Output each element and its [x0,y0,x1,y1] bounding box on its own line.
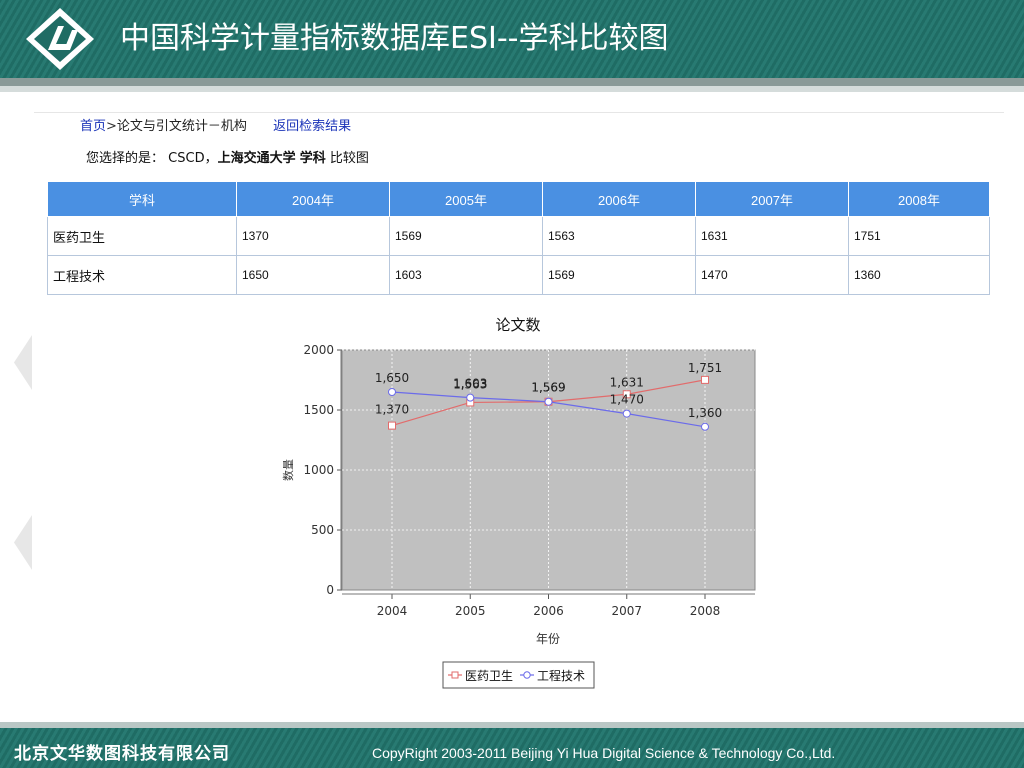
company-name: 北京文华数图科技有限公司 [14,744,230,764]
legend-marker-square-icon [451,671,459,679]
selection-institution: 上海交通大学 [217,151,296,166]
x-tick-label: 2005 [455,604,486,618]
selection-comma: ， [204,151,218,166]
footer-bar [0,728,1024,768]
table-cell: 1569 [389,216,543,256]
y-tick-label: 2000 [303,343,334,357]
y-tick-label: 0 [326,583,334,597]
legend-label-series-2: 工程技术 [537,668,585,683]
selection-summary: 您选择的是： CSCD，上海交通大学 学科 比较图 [86,147,369,166]
table-cell: 1751 [848,216,990,256]
data-point-square [622,390,631,399]
comparison-table: 学科 2004年 2005年 2006年 2007年 2008年 医药卫生 13… [47,181,990,295]
table-header-cell: 2007年 [695,181,849,217]
line-chart: 论文数 0 500 1000 1500 2000 2004 2005 2006 2007 2008… [282,316,756,689]
data-label: 1,370 [375,403,409,417]
table-row: 医药卫生 1370 1569 1563 1631 1751 [47,216,990,256]
x-axis-label: 年份 [536,632,560,646]
data-point-circle [544,397,553,406]
footer-divider [0,722,1024,728]
breadcrumb-home-link[interactable]: 首页 [80,119,107,134]
selection-suffix: 比较图 [329,151,369,166]
table-header-row: 学科 2004年 2005年 2006年 2007年 2008年 [47,181,990,217]
legend: 医药卫生 工程技术 [442,661,595,689]
data-label: 1,563 [453,377,487,391]
table-cell: 1569 [542,255,696,295]
table-row: 工程技术 1650 1603 1569 1470 1360 [47,255,990,295]
header-divider [0,78,1024,86]
table-row-subject: 医药卫生 [47,216,237,256]
data-point-circle [388,388,396,396]
breadcrumb-separator: > [106,119,117,134]
table-cell: 1603 [389,255,543,295]
breadcrumb-current: 论文与引文统计－机构 [116,119,247,134]
page-title: 中国科学计量指标数据库ESI--学科比较图 [120,21,669,56]
table-header-cell: 2005年 [389,181,543,217]
table-header-cell: 学科 [47,181,237,217]
x-tick-label: 2006 [533,604,564,618]
data-label: 1,360 [688,406,722,420]
data-point-circle [622,409,631,418]
table-header-cell: 2006年 [542,181,696,217]
table-cell: 1563 [542,216,696,256]
decor-left-2 [14,515,32,570]
y-tick-label: 1000 [303,463,334,477]
data-point-square [388,421,396,430]
data-point-circle [466,393,475,402]
y-tick-label: 500 [311,523,334,537]
table-cell: 1360 [848,255,990,295]
x-tick-label: 2008 [690,604,721,618]
decor-left-1 [14,335,32,390]
data-label: 1,569 [531,381,565,395]
x-tick-label: 2007 [611,604,642,618]
data-label: 1,631 [610,375,644,389]
content-top-line [34,112,1004,113]
selection-prefix: 您选择的是： [86,151,165,166]
data-label: 1,569 [531,381,565,395]
header-divider-light [0,86,1024,92]
copyright-text: CopyRight 2003-2011 Beijing Yi Hua Digit… [372,745,836,761]
data-point-square [701,375,709,384]
selection-type: 学科 [299,151,326,166]
data-label: 1,603 [453,377,487,391]
y-axis-label: 数量 [282,459,295,481]
legend-marker-circle-icon [523,671,531,679]
legend-box [442,661,595,689]
data-label: 1,751 [688,361,722,375]
y-tick-label: 1500 [303,403,334,417]
company-logo-icon [26,8,94,70]
table-header-cell: 2004年 [236,181,390,217]
data-label: 1,470 [610,393,644,407]
legend-label-series-1: 医药卫生 [465,669,513,683]
table-cell: 1650 [236,255,390,295]
header-bar: 中国科学计量指标数据库ESI--学科比较图 [0,0,1024,78]
data-point-circle [701,422,709,431]
grid-layer [342,349,755,590]
back-to-results-link[interactable]: 返回检索结果 [273,119,352,134]
breadcrumb: 首页>论文与引文统计－机构 返回检索结果 [80,115,351,134]
selection-database: CSCD [168,151,205,166]
chart-title: 论文数 [495,316,540,334]
axis-layer: 0 500 1000 1500 2000 2004 2005 2006 2007 2008 [303,343,755,618]
table-row-subject: 工程技术 [47,255,237,295]
table-cell: 1370 [236,216,390,256]
table-cell: 1470 [695,255,849,295]
table-cell: 1631 [695,216,849,256]
x-tick-label: 2004 [377,604,408,618]
data-label: 1,650 [375,371,409,385]
table-header-cell: 2008年 [848,181,990,217]
